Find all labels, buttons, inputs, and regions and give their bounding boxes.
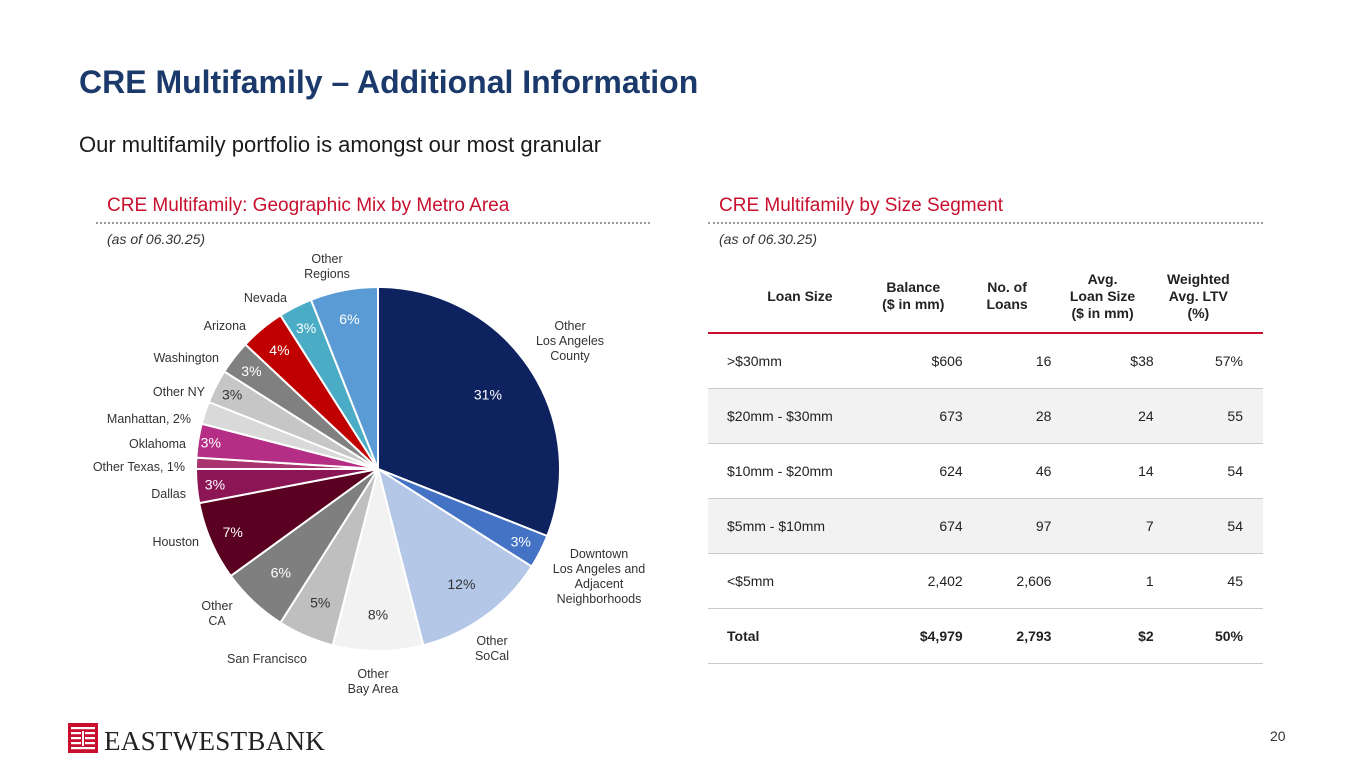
east-west-bank-logo-text: EASTWESTBANK — [104, 726, 326, 756]
pie-category-label: Other Los Angeles County — [536, 319, 604, 363]
geographic-mix-pie-chart: 31% 3% 12% 8% 5% 6% 7% 3% 3% 3% 3% 4% 3% 6% Other Los … — [93, 252, 645, 696]
size-segment-heading: CRE Multifamily by Size Segment — [719, 195, 1004, 216]
table-header-row: Loan Size Balance ($ in mm) No. of Loans A… — [708, 260, 1263, 334]
cell-avg-loan-size: 7 — [1051, 498, 1154, 554]
cell-no-of-loans: 97 — [962, 498, 1052, 554]
left-section-divider — [96, 222, 650, 224]
cell-balance: 674 — [863, 498, 963, 554]
pie-pct-label: 8% — [368, 607, 388, 623]
cell-avg-loan-size: 1 — [1051, 553, 1154, 609]
col-header-avg-loan-size: Avg. Loan Size ($ in mm) — [1051, 260, 1154, 334]
table-total-row: Total $4,979 2,793 $2 50% — [708, 608, 1263, 664]
cell-no-of-loans: 2,793 — [962, 608, 1052, 664]
table-row: >$30mm $606 16 $38 57% — [708, 333, 1263, 389]
page-title: CRE Multifamily – Additional Information — [79, 64, 699, 100]
cell-weighted-avg-ltv: 55 — [1153, 388, 1263, 444]
cell-balance: 2,402 — [863, 553, 963, 609]
page-number: 20 — [1270, 728, 1286, 744]
pie-pct-label: 6% — [339, 311, 359, 327]
pie-pct-label: 31% — [474, 386, 502, 402]
pie-category-label: Arizona — [204, 319, 246, 333]
cell-loan-size: >$30mm — [708, 333, 864, 389]
size-segment-table: Loan Size Balance ($ in mm) No. of Loans A… — [708, 260, 1263, 664]
cell-loan-size: $5mm - $10mm — [708, 498, 864, 554]
geographic-mix-as-of: (as of 06.30.25) — [107, 231, 206, 247]
pie-pct-label: 7% — [223, 524, 243, 540]
pie-category-label: Other CA — [201, 599, 232, 628]
pie-pct-label: 5% — [310, 595, 330, 611]
cell-weighted-avg-ltv: 50% — [1153, 608, 1263, 664]
col-header-balance: Balance ($ in mm) — [863, 260, 963, 334]
cell-loan-size: <$5mm — [708, 553, 864, 609]
pie-pct-label: 3% — [205, 476, 225, 492]
pie-pct-label: 6% — [271, 565, 291, 581]
cell-weighted-avg-ltv: 54 — [1153, 443, 1263, 499]
pie-category-label: San Francisco — [227, 652, 307, 666]
cell-loan-size: $10mm - $20mm — [708, 443, 864, 499]
cell-no-of-loans: 46 — [962, 443, 1052, 499]
pie-slice-other-socal — [376, 466, 534, 647]
pie-category-label: Other Texas, 1% — [93, 460, 185, 474]
pie-category-label: Other SoCal — [475, 634, 509, 663]
page-subtitle: Our multifamily portfolio is amongst our… — [79, 132, 602, 157]
col-header-no-of-loans: No. of Loans — [962, 260, 1052, 334]
pie-category-label: Dallas — [151, 487, 186, 501]
col-header-loan-size: Loan Size — [708, 260, 864, 334]
pie-category-label: Downtown Los Angeles and Adjacent Neighborh… — [553, 547, 645, 606]
pie-category-label: Oklahoma — [129, 437, 186, 451]
cell-balance: $4,979 — [863, 608, 963, 664]
cell-avg-loan-size: $2 — [1051, 608, 1154, 664]
cell-avg-loan-size: 14 — [1051, 443, 1154, 499]
cell-balance: $606 — [863, 333, 963, 389]
pie-category-label: Other NY — [153, 385, 206, 399]
pie-pct-label: 3% — [296, 320, 316, 336]
pie-pct-label: 3% — [222, 387, 242, 403]
east-west-bank-logo-icon — [68, 723, 98, 753]
pie-category-label: Other Bay Area — [348, 667, 399, 696]
pie-pct-label: 3% — [201, 435, 221, 451]
pie-slice-other-bay-area — [331, 468, 425, 652]
cell-balance: 624 — [863, 443, 963, 499]
cell-weighted-avg-ltv: 57% — [1153, 333, 1263, 389]
right-section-divider — [708, 222, 1263, 224]
cell-no-of-loans: 28 — [962, 388, 1052, 444]
pie-slice-other-regions — [309, 285, 379, 470]
table-row: $20mm - $30mm 673 28 24 55 — [708, 388, 1263, 444]
cell-weighted-avg-ltv: 54 — [1153, 498, 1263, 554]
cell-avg-loan-size: $38 — [1051, 333, 1154, 389]
table-row: $10mm - $20mm 624 46 14 54 — [708, 443, 1263, 499]
table-row: $5mm - $10mm 674 97 7 54 — [708, 498, 1263, 554]
pie-pct-label: 4% — [269, 342, 289, 358]
pie-pct-label: 3% — [241, 363, 261, 379]
cell-loan-size: Total — [708, 608, 864, 664]
pie-slice-other-los-angeles-county — [377, 285, 561, 538]
pie-pct-label: 12% — [447, 576, 475, 592]
pie-category-label: Washington — [153, 351, 219, 365]
col-header-weighted-avg-ltv: Weighted Avg. LTV (%) — [1153, 260, 1263, 334]
size-segment-as-of: (as of 06.30.25) — [719, 231, 818, 247]
pie-pct-label: 3% — [511, 534, 531, 550]
pie-category-label: Nevada — [244, 291, 287, 305]
cell-balance: 673 — [863, 388, 963, 444]
cell-loan-size: $20mm - $30mm — [708, 388, 864, 444]
pie-category-label: Other Regions — [304, 252, 350, 281]
cell-no-of-loans: 2,606 — [962, 553, 1052, 609]
cell-no-of-loans: 16 — [962, 333, 1052, 389]
table-row: <$5mm 2,402 2,606 1 45 — [708, 553, 1263, 609]
cell-weighted-avg-ltv: 45 — [1153, 553, 1263, 609]
pie-category-label: Houston — [152, 535, 199, 549]
pie-category-label: Manhattan, 2% — [107, 412, 191, 426]
geographic-mix-heading: CRE Multifamily: Geographic Mix by Metro… — [107, 195, 510, 216]
cell-avg-loan-size: 24 — [1051, 388, 1154, 444]
